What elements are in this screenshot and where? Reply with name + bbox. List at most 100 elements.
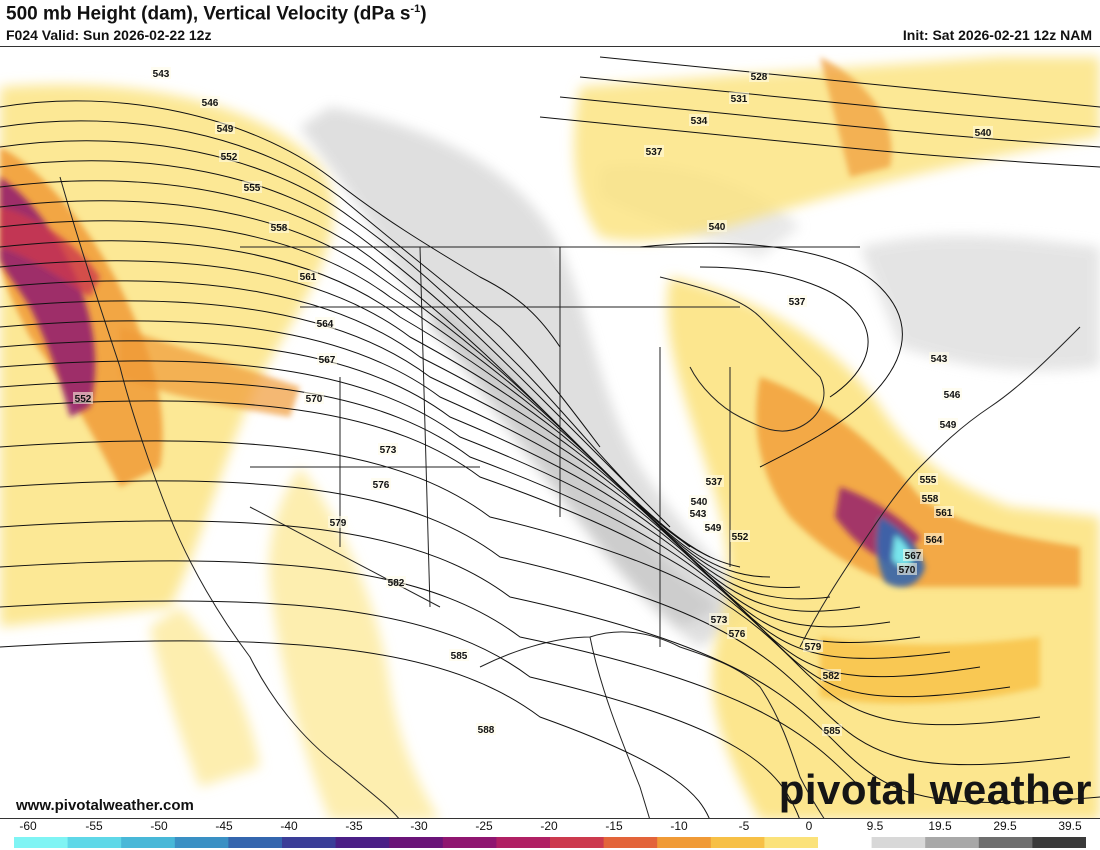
contour-label-bg	[709, 613, 729, 625]
contour-label-bg	[703, 521, 723, 533]
contour-label: 558	[922, 494, 939, 505]
contour-label-bg	[317, 353, 337, 365]
contour-line	[539, 116, 1100, 168]
contour-label-bg	[822, 724, 842, 736]
colorbar-segment	[603, 837, 658, 848]
contour-label-bg	[803, 640, 823, 652]
contour-label-bg	[151, 67, 171, 79]
contour-line	[579, 76, 1100, 128]
contour-labels: 5435465495525555585615645675705735765795…	[73, 67, 993, 737]
contour-label-bg	[449, 649, 469, 661]
colorbar-tick-label: -30	[410, 819, 428, 833]
colorbar-ticks: -60 -55 -50 -45 -40 -35 -30 -25 -20 -15 -10 -5 0 9.5 1…	[0, 819, 1100, 837]
contour-label: 540	[709, 222, 726, 233]
yellow-shading	[0, 57, 1100, 818]
contour-line	[0, 280, 831, 600]
contour-label: 546	[202, 98, 219, 109]
colorbar-segment	[657, 837, 712, 848]
colorbar-tick-label: -45	[215, 819, 233, 833]
contour-label: 576	[729, 629, 746, 640]
contour-label: 567	[905, 551, 922, 562]
contour-line	[639, 242, 903, 468]
contour-label: 543	[690, 509, 707, 520]
contour-label: 582	[388, 578, 405, 589]
colorbar-segment	[871, 837, 926, 848]
contour-label-bg	[934, 506, 954, 518]
contour-line	[0, 240, 771, 578]
contour-label: 561	[300, 272, 317, 283]
colorbar-tick-label: -40	[280, 819, 298, 833]
colorbar-tick-label: 29.5	[993, 819, 1017, 833]
colorbar-segment	[174, 837, 229, 848]
contour-label-bg	[476, 723, 496, 735]
contour-label: 585	[824, 726, 841, 737]
contour-label-bg	[924, 533, 944, 545]
height-contours	[0, 56, 1100, 818]
colorbar-segment	[389, 837, 444, 848]
init-time: Init: Sat 2026-02-21 12z NAM	[902, 27, 1092, 43]
contour-label: 549	[217, 124, 234, 135]
contour-line	[0, 360, 951, 659]
contour-line	[0, 300, 861, 612]
colorbar-tick-label: -15	[605, 819, 623, 833]
colorbar-segment	[282, 837, 337, 848]
contour-label-bg	[821, 669, 841, 681]
contour-line	[0, 220, 741, 568]
contour-label-bg	[304, 392, 324, 404]
colorbar-segment	[925, 837, 980, 848]
colorbar-segment	[496, 837, 551, 848]
contour-label-bg	[707, 220, 727, 232]
contour-label-bg	[730, 530, 750, 542]
contour-label-bg	[688, 507, 708, 519]
weather-map[interactable]: 543 546 549 552 555 558 561 564 567 570 573 576 579 5…	[0, 46, 1100, 819]
contour-label: 576	[373, 480, 390, 491]
contour-line	[0, 400, 1011, 698]
colorbar-tick-label: -50	[150, 819, 168, 833]
colorbar-tick-label: -25	[475, 819, 493, 833]
contour-label: 546	[944, 390, 961, 401]
brand-logo: pivotal weather	[778, 766, 1092, 813]
contour-label: 564	[317, 319, 334, 330]
contour-label: 537	[789, 297, 806, 308]
contour-line	[0, 560, 861, 788]
colorbar-segment	[1032, 837, 1086, 848]
colorbar-segment	[978, 837, 1033, 848]
contour-label: 549	[940, 420, 957, 431]
contour-line	[599, 56, 1100, 108]
contour-line	[0, 320, 891, 628]
contour-label-bg	[73, 392, 93, 404]
contour-label-bg	[200, 96, 220, 108]
contour-line	[699, 266, 869, 398]
contour-label-bg	[315, 317, 335, 329]
colorbar-segment	[550, 837, 605, 848]
colorbar-segment	[442, 837, 497, 848]
colorbar-tick-label: -5	[738, 819, 750, 833]
contour-label: 567	[319, 355, 336, 366]
contour-line	[0, 120, 601, 448]
contour-label: 543	[153, 69, 170, 80]
contour-label: 588	[478, 725, 495, 736]
contour-line	[0, 480, 1071, 766]
map-title: 500 mb Height (dam), Vertical Velocity (…	[6, 3, 427, 25]
contour-label-bg	[269, 221, 289, 233]
colorbar-segment	[14, 837, 69, 848]
contour-label: 558	[271, 223, 288, 234]
colorbar-tick-label: 9.5	[866, 819, 884, 833]
contour-label: 552	[75, 394, 92, 405]
contour-label: 579	[330, 518, 347, 529]
contour-line	[0, 160, 671, 528]
valid-time: F024 Valid: Sun 2026-02-22 12z	[6, 27, 212, 43]
contour-label: 543	[931, 354, 948, 365]
colorbar-segment	[764, 837, 819, 848]
contour-label: 549	[705, 523, 722, 534]
contour-label: 585	[451, 651, 468, 662]
contour-label-bg	[242, 181, 262, 193]
contour-label-bg	[903, 549, 923, 561]
contour-label: 537	[706, 477, 723, 488]
contour-label-bg	[644, 145, 664, 157]
colorbar-tick-label: 19.5	[928, 819, 952, 833]
contour-label: 570	[306, 394, 323, 405]
contour-label: 531	[731, 94, 748, 105]
contour-label: 540	[691, 497, 708, 508]
contour-line	[0, 100, 561, 348]
